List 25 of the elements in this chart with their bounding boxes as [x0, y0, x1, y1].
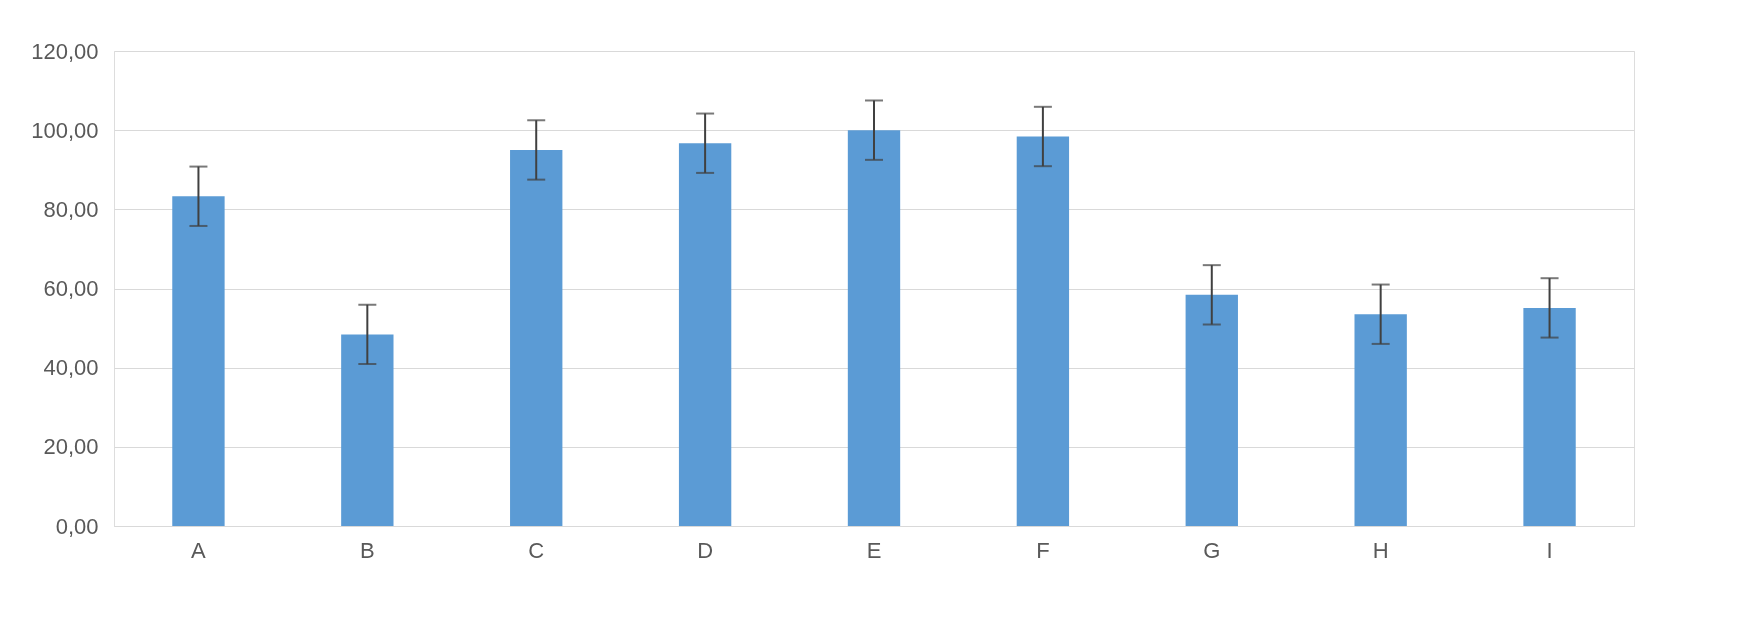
bar — [341, 334, 394, 526]
y-tick-label: 120,00 — [31, 38, 99, 64]
x-tick-label: H — [1372, 537, 1389, 563]
x-tick-label: F — [1036, 537, 1050, 563]
x-tick-label: A — [191, 537, 207, 563]
y-tick-label: 0,00 — [55, 513, 99, 539]
x-tick-label: G — [1203, 537, 1221, 563]
x-tick-label: B — [359, 537, 375, 563]
x-tick-label: E — [866, 537, 882, 563]
x-tick-label: D — [697, 537, 714, 563]
y-tick-label: 20,00 — [43, 434, 99, 460]
bar — [1354, 314, 1407, 526]
x-tick-label: C — [528, 537, 545, 563]
bar — [678, 143, 732, 526]
bar — [1016, 136, 1070, 526]
y-tick-label: 60,00 — [43, 276, 99, 301]
x-tick-label: I — [1546, 537, 1553, 563]
y-tick-label: 40,00 — [43, 355, 99, 381]
bar — [510, 149, 563, 526]
bar — [172, 196, 225, 526]
bar — [1523, 307, 1576, 526]
bar — [847, 130, 901, 526]
y-tick-label: 100,00 — [31, 117, 99, 143]
y-tick-label: 80,00 — [43, 196, 99, 222]
bar — [1185, 294, 1238, 526]
